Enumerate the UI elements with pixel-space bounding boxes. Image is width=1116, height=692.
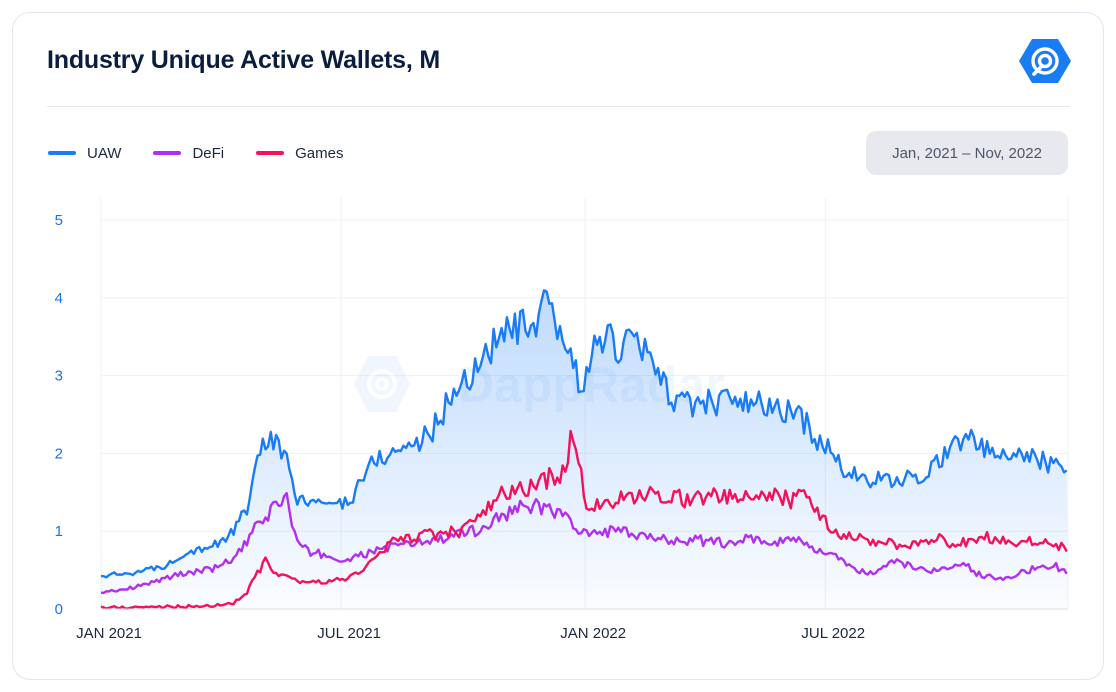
legend-label-uaw: UAW [87,144,122,162]
legend-item-defi[interactable]: DeFi [153,145,224,162]
dappradar-logo-icon [1019,39,1071,83]
y-tick-label: 4 [55,290,63,307]
series-line-uaw [100,289,1068,579]
page-title: Industry Unique Active Wallets, M [47,46,440,74]
series-area-uaw [101,290,1068,609]
x-tick-label: JAN 2022 [560,625,626,642]
x-tick-label: JUL 2022 [801,625,865,642]
header-divider [47,106,1070,107]
series-line-games [100,429,1068,610]
y-tick-label: 0 [55,601,63,618]
legend-label-defi: DeFi [192,144,225,162]
series-layer [100,289,1068,610]
y-tick-label: 3 [55,368,63,385]
y-tick-label: 2 [55,445,63,462]
legend-swatch-games [256,151,285,155]
date-range-button[interactable]: Jan, 2021 – Nov, 2022 [866,131,1068,175]
legend-swatch-uaw [48,151,76,155]
legend-item-uaw[interactable]: UAW [48,145,121,162]
legend-item-games[interactable]: Games [256,145,343,162]
y-tick-label: 1 [55,523,63,540]
x-tick-label: JAN 2021 [76,625,142,642]
y-tick-label: 5 [55,212,63,229]
legend-swatch-defi [153,151,182,155]
axis-layer: 0 1 2 3 4 5 JAN 2021 JUL 2021 JAN 2022 JUL 2022 [55,212,1068,642]
legend-label-games: Games [295,144,344,162]
chart-legend: UAW DeFi Games [48,143,375,163]
series-line-defi [100,492,1068,595]
x-tick-label: JUL 2021 [317,625,381,642]
